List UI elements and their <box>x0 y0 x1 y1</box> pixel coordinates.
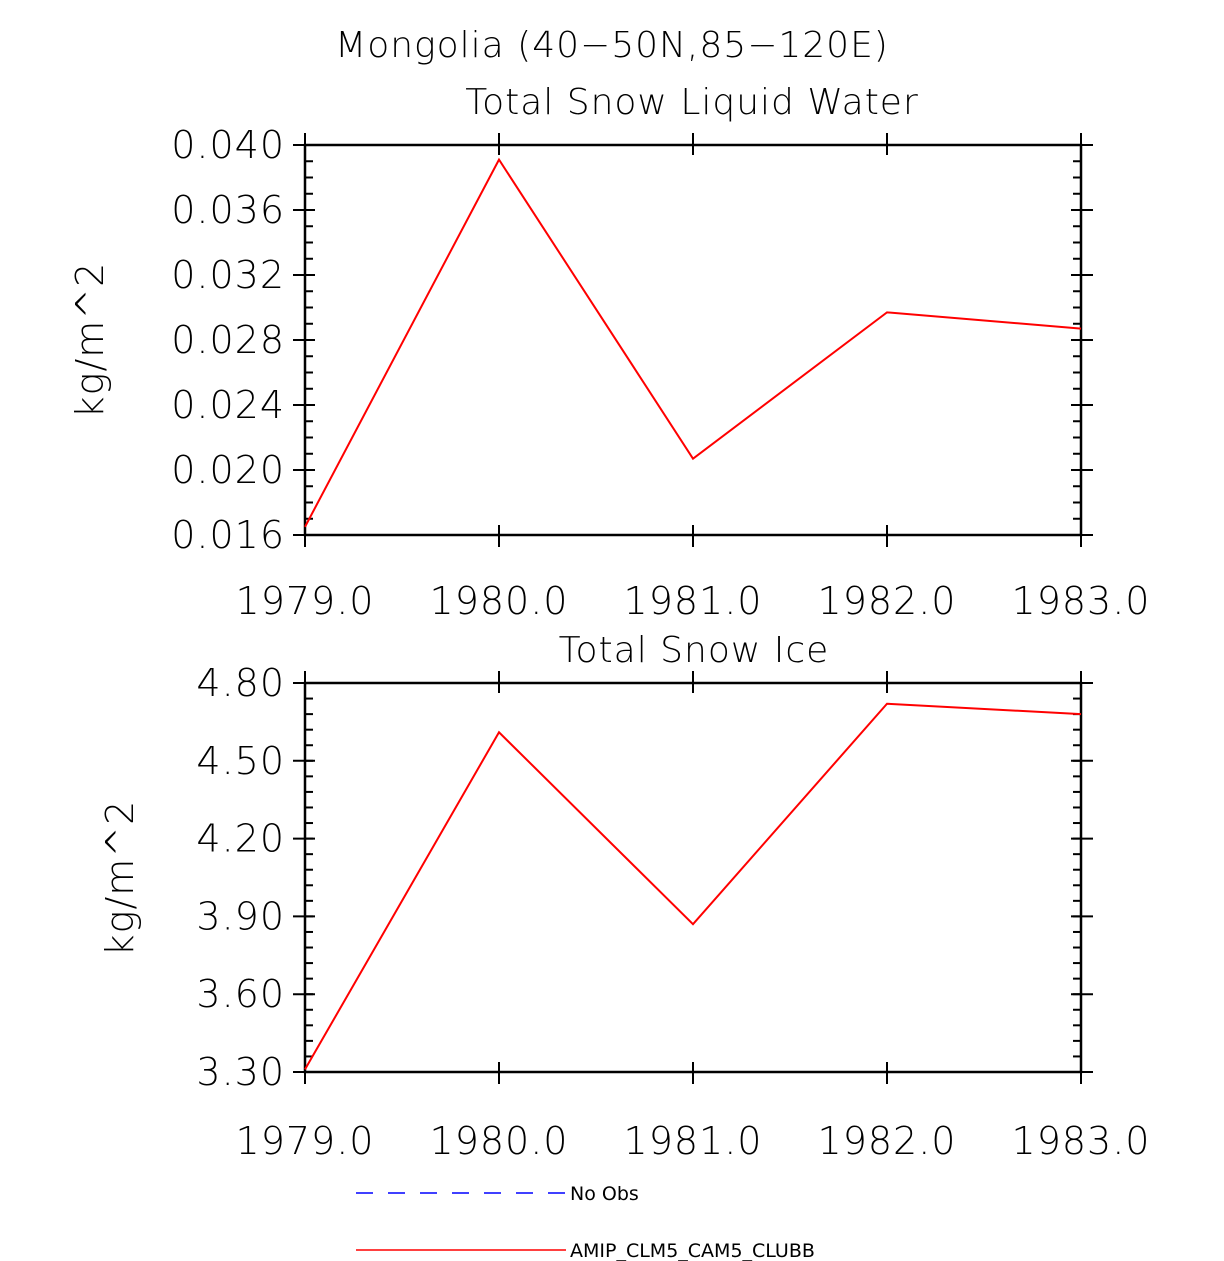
x-tick-label: 1983.0 <box>1012 1119 1151 1163</box>
x-tick-label: 1979.0 <box>236 1119 375 1163</box>
plot-frame <box>303 681 1083 1074</box>
y-tick-label: 0.040 <box>171 123 285 167</box>
y-tick-label: 4.80 <box>196 661 285 705</box>
y-axis-label: kg/m^2 <box>68 262 112 419</box>
y-tick-label: 0.020 <box>171 448 285 492</box>
x-tick-label: 1981.0 <box>624 1119 763 1163</box>
panel-total-snow-liquid-water: Total Snow Liquid Water 0.016 0.020 0.024 0… <box>68 82 1151 623</box>
plot-frame <box>303 143 1083 537</box>
y-tick-label: 3.60 <box>196 972 285 1016</box>
legend-label-amip: AMIP_CLM5_CAM5_CLUBB <box>570 1240 815 1261</box>
x-tick-label: 1982.0 <box>818 579 957 623</box>
figure-title: Mongolia (40−50N,85−120E) <box>335 25 889 66</box>
legend-label-no-obs: No Obs <box>570 1183 639 1205</box>
panel-title: Total Snow Liquid Water <box>465 82 919 123</box>
y-tick-label: 0.028 <box>171 318 285 362</box>
y-tick-label: 0.036 <box>171 188 285 232</box>
y-tick-label: 4.20 <box>196 817 285 861</box>
series-line <box>304 702 1082 1070</box>
y-tick-label: 0.024 <box>171 383 285 427</box>
y-tick-label: 0.016 <box>171 513 285 557</box>
x-tick-label: 1979.0 <box>236 579 375 623</box>
x-tick-label: 1983.0 <box>1012 579 1151 623</box>
y-tick-label: 0.032 <box>171 253 285 297</box>
panel-total-snow-ice: Total Snow Ice 3.30 3.60 3.90 4.20 4.50 4.80 1… <box>98 630 1151 1163</box>
y-tick-label: 3.30 <box>196 1050 285 1094</box>
y-tick-label: 4.50 <box>196 739 285 783</box>
y-tick-label: 3.90 <box>196 894 285 938</box>
y-axis-label: kg/m^2 <box>98 800 142 957</box>
x-tick-label: 1980.0 <box>430 1119 569 1163</box>
legend: No Obs AMIP_CLM5_CAM5_CLUBB <box>356 1183 815 1261</box>
panel-title: Total Snow Ice <box>559 630 830 671</box>
series-line <box>304 157 1082 528</box>
x-tick-label: 1980.0 <box>430 579 569 623</box>
x-tick-label: 1981.0 <box>624 579 763 623</box>
x-tick-label: 1982.0 <box>818 1119 957 1163</box>
